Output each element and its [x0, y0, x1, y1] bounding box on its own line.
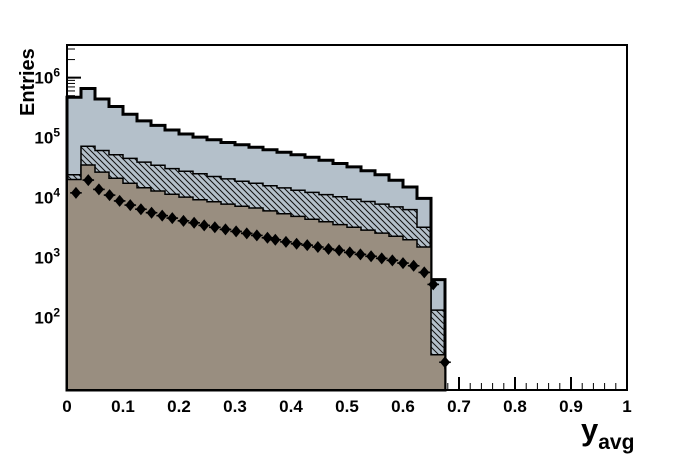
diamond-marker	[323, 243, 334, 256]
diamond-marker	[231, 225, 242, 238]
y-tick-label: 106	[34, 66, 60, 88]
diamond-marker	[83, 174, 94, 187]
x-tick-label: 0.9	[559, 397, 583, 416]
diamond-marker	[302, 239, 313, 252]
diamond-marker	[189, 216, 200, 229]
diamond-marker	[419, 266, 430, 279]
y-tick-label: 105	[34, 126, 60, 148]
diamond-marker	[355, 248, 366, 261]
diamond-marker	[209, 221, 220, 234]
diamond-marker	[344, 246, 355, 259]
diamond-marker	[93, 183, 104, 196]
x-tick-label: 0.2	[167, 397, 191, 416]
diamond-marker	[251, 229, 262, 242]
diamond-marker	[199, 219, 210, 232]
diamond-marker	[312, 241, 323, 254]
x-axis-title-main: y	[581, 412, 599, 447]
diamond-marker	[398, 257, 408, 270]
x-tick-label: 0.7	[447, 397, 471, 416]
diamond-marker	[178, 214, 189, 227]
y-tick-label: 104	[34, 186, 60, 208]
x-tick-label: 1	[622, 397, 631, 416]
diamond-marker	[262, 231, 273, 244]
diamond-marker	[146, 206, 157, 219]
diamond-marker	[428, 278, 439, 291]
diamond-marker	[280, 235, 291, 248]
diamond-marker	[157, 209, 168, 222]
diamond-marker	[241, 227, 252, 240]
x-tick-label: 0.6	[391, 397, 415, 416]
x-tick-label: 0	[62, 397, 71, 416]
diamond-marker	[366, 250, 377, 263]
x-tick-label: 0.1	[111, 397, 135, 416]
y-axis-title: Entries	[17, 48, 39, 116]
plot-frame	[66, 44, 628, 391]
y-tick-labels: 102 103 104 105 106	[34, 66, 60, 328]
diamond-marker	[376, 252, 387, 265]
diamond-marker	[387, 254, 398, 267]
x-tick-labels: 0 0.1 0.2 0.3 0.4 0.5 0.6 0.7 0.8 0.9 1	[62, 397, 631, 416]
diamond-marker	[334, 244, 345, 257]
diamond-marker	[220, 223, 231, 236]
x-tick-label: 0.5	[335, 397, 359, 416]
diamond-marker	[291, 237, 302, 250]
diamond-marker	[135, 203, 146, 216]
diamond-marker	[440, 356, 450, 369]
diamond-marker	[114, 194, 125, 207]
x-axis-title-subscript: avg	[598, 431, 635, 454]
diamond-marker	[70, 186, 81, 199]
x-tick-label: 0.4	[279, 397, 303, 416]
x-tick-label: 0.8	[503, 397, 527, 416]
y-tick-label: 102	[34, 306, 60, 328]
diamond-marker	[167, 212, 178, 225]
y-tick-label: 103	[34, 246, 60, 268]
diamond-marker	[408, 259, 419, 272]
x-tick-label: 0.3	[223, 397, 247, 416]
data-points	[70, 174, 451, 370]
diamond-marker	[104, 189, 115, 202]
x-axis-title: yavg	[581, 412, 634, 453]
diamond-marker	[125, 199, 136, 212]
diamond-marker	[270, 233, 281, 246]
front-filled-histogram	[66, 164, 446, 391]
